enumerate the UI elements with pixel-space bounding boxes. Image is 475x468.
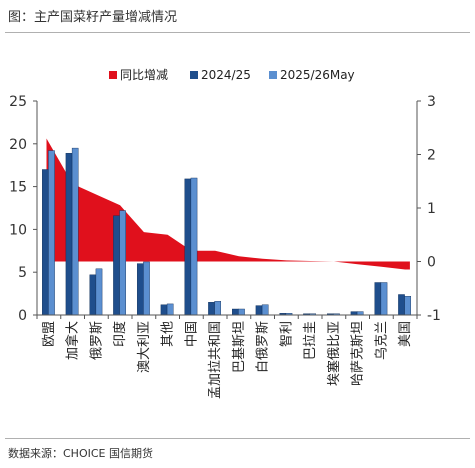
bar-2024-25 [255, 305, 263, 316]
bar-2025-26may [404, 296, 412, 316]
legend-label: 2025/26May [280, 68, 355, 82]
category-label: 中国 [184, 321, 199, 347]
category-label: 欧盟 [42, 321, 57, 347]
bar-2024-25 [113, 215, 120, 316]
category-label: 乌克兰 [373, 321, 389, 360]
category-label: 美国 [398, 321, 413, 347]
category-label: 印度 [112, 321, 128, 347]
bottom-rule [5, 438, 470, 439]
left-tick-label: 15 [9, 180, 27, 196]
figure-title: 图：主产国菜籽产量增减情况 [8, 10, 178, 25]
right-tick-label: -1 [427, 308, 441, 324]
right-tick-label: 0 [427, 255, 436, 271]
bar-2025-26may [95, 268, 103, 316]
legend-label: 同比增减 [120, 68, 168, 82]
legend-swatch [190, 71, 198, 79]
category-label: 其他 [161, 321, 176, 347]
bar-2025-26may [238, 308, 245, 316]
bar-2025-26may [380, 282, 388, 316]
legend-label: 2024/25 [201, 68, 251, 82]
bar-2025-26may [356, 311, 364, 316]
bar-2024-25 [42, 169, 49, 316]
category-label: 哈萨克斯坦 [351, 321, 366, 386]
bars-layer [42, 147, 412, 316]
left-tick-label: 25 [9, 94, 27, 110]
bar-2024-25 [136, 263, 144, 316]
right-tick-label: 1 [427, 201, 436, 217]
left-tick-label: 5 [18, 265, 27, 281]
right-tick-label: 3 [427, 94, 436, 110]
category-label: 加拿大 [65, 321, 81, 360]
bar-2024-25 [374, 282, 382, 316]
labels-layer: 0 5 10 15 20 25 -1 0 1 2 3 欧盟 加拿大 俄罗斯 印度 澳大利亚 其他 中国 孟加拉共和国… [9, 94, 441, 399]
category-label: 巴基斯坦 [232, 321, 247, 373]
bar-2024-25 [231, 308, 239, 316]
left-tick-label: 20 [9, 137, 27, 153]
bar-2024-25 [65, 152, 73, 316]
bar-2024-25 [350, 311, 358, 316]
bar-2025-26may [71, 147, 79, 316]
right-tick-label: 2 [427, 148, 436, 164]
left-tick-label: 0 [18, 308, 27, 324]
bar-2025-26may [261, 304, 269, 316]
legend: 同比增减 2024/25 2025/26May [109, 68, 355, 82]
bar-2025-26may [166, 303, 174, 316]
bar-2024-25 [184, 178, 192, 316]
category-label: 孟加拉共和国 [208, 321, 223, 399]
bar-2024-25 [89, 274, 97, 316]
category-label: 巴拉圭 [303, 321, 318, 360]
source-note: 数据来源：CHOICE 国信期货 [8, 447, 153, 460]
legend-swatch [109, 71, 117, 79]
chart: 同比增减 2024/25 2025/26May 0 5 10 15 20 25 -1 0 1 2 3 欧盟… [9, 68, 441, 399]
category-label: 埃塞俄比亚 [326, 321, 342, 386]
bar-2025-26may [190, 177, 198, 316]
bar-2025-26may [119, 210, 126, 316]
axes-layer [33, 100, 421, 319]
bar-2024-25 [160, 304, 168, 316]
category-label: 智利 [279, 321, 294, 347]
category-label: 白俄罗斯 [255, 321, 271, 373]
legend-swatch [269, 71, 277, 79]
bar-2024-25 [208, 302, 215, 316]
top-rule [5, 32, 470, 33]
left-tick-label: 10 [9, 222, 27, 238]
bar-2025-26may [48, 150, 55, 316]
category-label: 俄罗斯 [89, 321, 104, 360]
yoy-change-area [46, 138, 410, 270]
bar-2024-25 [398, 294, 405, 316]
category-label: 澳大利亚 [136, 321, 152, 373]
bar-2025-26may [143, 261, 150, 316]
bar-2025-26may [214, 301, 222, 316]
